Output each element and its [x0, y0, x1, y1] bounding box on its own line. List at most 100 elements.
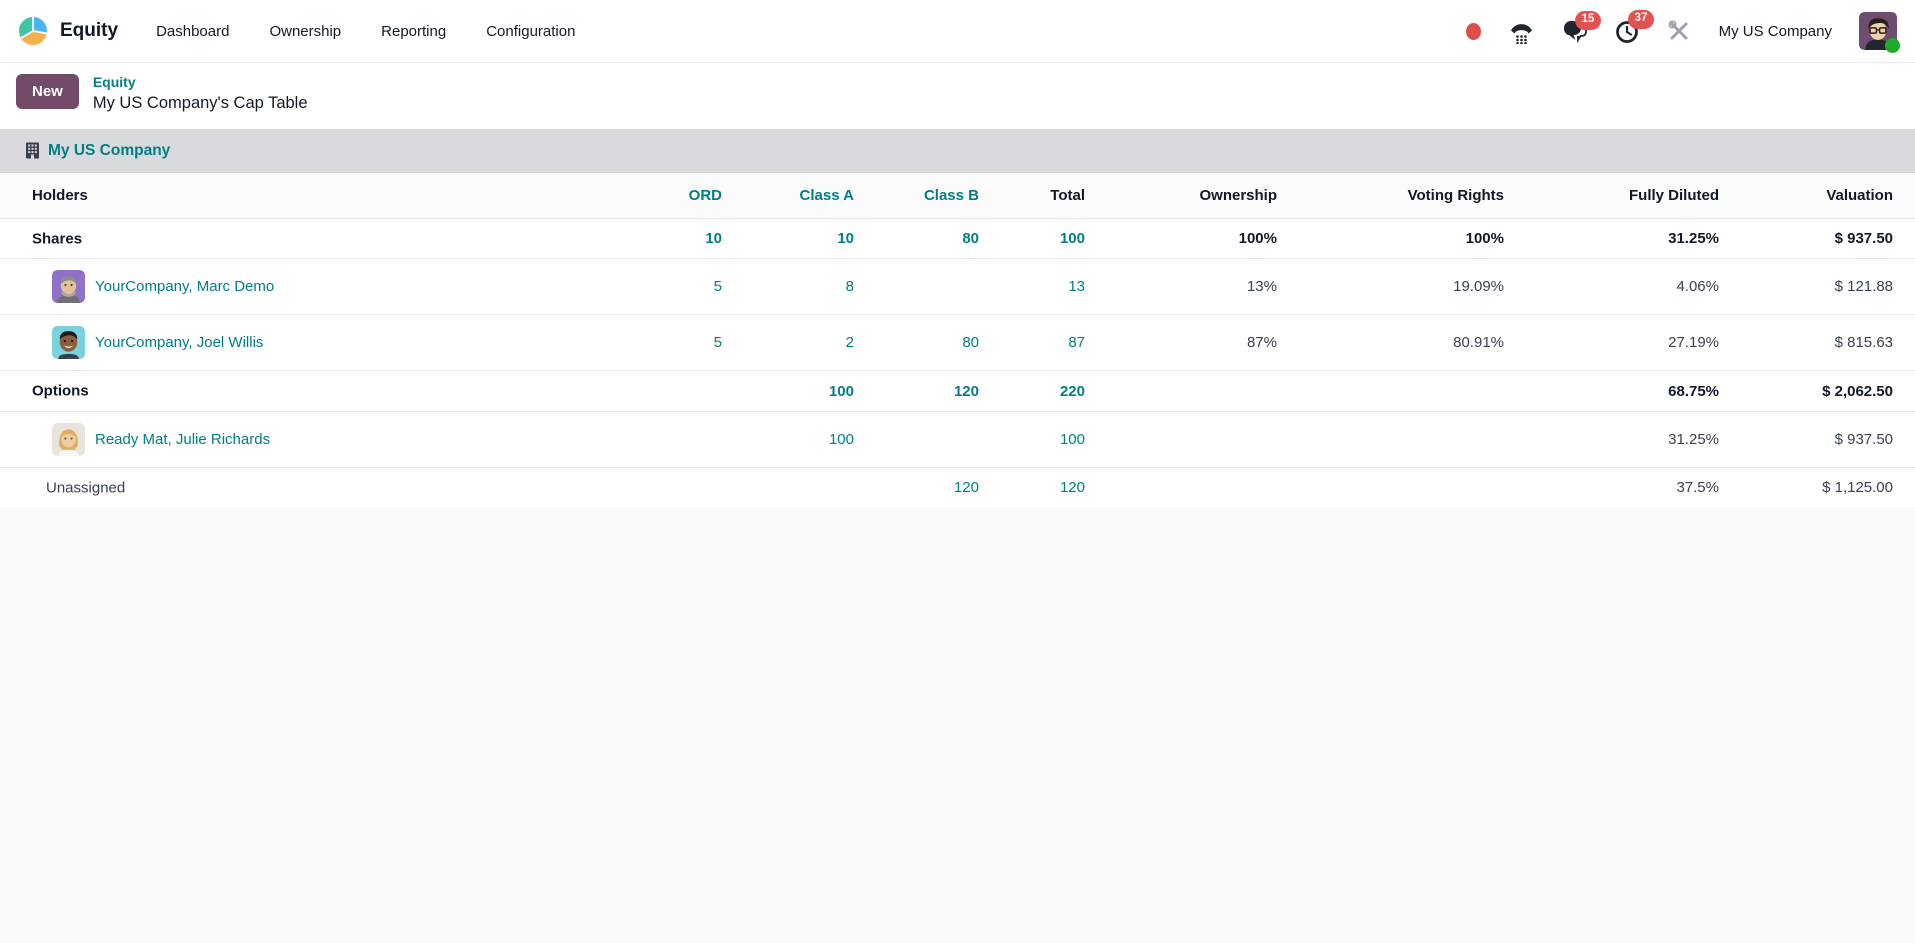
holder-cell: Ready Mat, Julie Richards — [0, 411, 594, 467]
cell-voting-rights — [1277, 371, 1504, 412]
cell-voting-rights: 100% — [1465, 230, 1504, 248]
holder-avatar — [52, 270, 85, 304]
menu-dashboard[interactable]: Dashboard — [156, 22, 230, 40]
menu-ownership[interactable]: Ownership — [269, 22, 342, 40]
breadcrumb-equity-link[interactable]: Equity — [92, 74, 136, 90]
top-navbar: Equity Dashboard Ownership Reporting Con… — [0, 0, 1915, 63]
equity-app-logo-icon[interactable] — [16, 14, 50, 48]
cap-table: Holders ORD Class A Class B Total Owners… — [0, 172, 1915, 508]
menu-configuration[interactable]: Configuration — [486, 22, 576, 40]
cell-total[interactable]: 120 — [1059, 479, 1085, 497]
holder-label[interactable]: YourCompany, Marc Demo — [95, 278, 275, 296]
cell-total[interactable]: 13 — [1068, 278, 1085, 296]
cell-fully-diluted: 4.06% — [1676, 278, 1719, 296]
main-content: My US Company Holders ORD Class A Class … — [0, 128, 1915, 943]
menu-reporting[interactable]: Reporting — [381, 22, 447, 40]
cell-class-b[interactable]: 80 — [962, 230, 979, 248]
col-ownership: Ownership — [1199, 186, 1277, 204]
cell-class-a[interactable]: 10 — [837, 230, 854, 248]
holder-label[interactable]: Ready Mat, Julie Richards — [95, 430, 271, 448]
cell-voting-rights: 19.09% — [1453, 278, 1504, 296]
cell-valuation: $ 1,125.00 — [1822, 479, 1893, 497]
holder-avatar — [52, 326, 85, 360]
company-group-label: My US Company — [48, 141, 171, 159]
cell-class-b[interactable]: 120 — [953, 479, 979, 497]
messages-badge: 15 — [1574, 11, 1602, 30]
cell-total[interactable]: 87 — [1068, 334, 1085, 352]
breadcrumb: Equity My US Company's Cap Table — [93, 74, 308, 114]
cell-voting-rights — [1277, 467, 1504, 507]
table-row: Shares 10 10 80 100 100% 100% 31.25% $ 9… — [0, 218, 1915, 259]
cell-ownership: 100% — [1238, 230, 1277, 248]
new-button[interactable]: New — [16, 74, 79, 109]
col-ord[interactable]: ORD — [688, 186, 722, 204]
developer-tools-icon[interactable] — [1668, 20, 1690, 42]
page-title: My US Company's Cap Table — [92, 93, 308, 112]
table-row: YourCompany, Marc Demo 5 8 13 13% 19.09%… — [0, 258, 1915, 315]
cell-class-a[interactable]: 2 — [845, 334, 854, 352]
cell-total[interactable]: 220 — [1059, 382, 1085, 400]
col-valuation: Valuation — [1826, 186, 1893, 204]
cell-class-a[interactable]: 8 — [845, 278, 854, 296]
building-icon — [25, 142, 40, 159]
cell-ownership — [1085, 371, 1277, 412]
control-panel: New Equity My US Company's Cap Table — [0, 63, 1915, 129]
cell-class-b[interactable] — [854, 411, 979, 467]
cell-ownership: 13% — [1246, 278, 1277, 296]
activities-clock-icon[interactable]: 37 — [1615, 10, 1655, 44]
table-row: Options 100 120 220 68.75% $ 2,062.50 — [0, 370, 1915, 412]
red-dot-icon — [1465, 22, 1481, 40]
holder-cell: Unassigned — [0, 467, 594, 507]
presence-status-icon[interactable] — [1465, 22, 1481, 40]
cell-ownership — [1085, 411, 1277, 467]
cell-ownership: 87% — [1246, 334, 1277, 352]
cell-valuation: $ 937.50 — [1834, 230, 1893, 248]
cell-total[interactable]: 100 — [1059, 230, 1085, 248]
holder-cell: YourCompany, Marc Demo — [0, 259, 594, 315]
holder-cell: Shares — [0, 218, 594, 259]
cell-ord[interactable]: 5 — [713, 278, 722, 296]
cell-valuation: $ 815.63 — [1834, 334, 1893, 352]
holder-label: Shares — [32, 230, 83, 248]
table-row: YourCompany, Joel Willis 5 2 80 87 87% 8… — [0, 314, 1915, 371]
cell-fully-diluted: 37.5% — [1676, 479, 1719, 497]
cell-ord[interactable] — [594, 411, 722, 467]
table-row: Unassigned 120 120 37.5% $ 1,125.00 — [0, 467, 1915, 507]
messages-icon[interactable]: 15 — [1562, 11, 1602, 43]
col-total: Total — [1050, 186, 1085, 204]
voip-phone-icon[interactable] — [1508, 18, 1535, 44]
cell-total[interactable]: 100 — [1059, 430, 1085, 448]
cell-valuation: $ 937.50 — [1834, 430, 1893, 448]
online-status-dot — [1885, 38, 1900, 53]
cell-ownership — [1085, 467, 1277, 507]
holder-label[interactable]: YourCompany, Joel Willis — [95, 334, 264, 352]
cell-class-b[interactable]: 80 — [962, 334, 979, 352]
company-switcher[interactable]: My US Company — [1718, 22, 1832, 40]
cell-voting-rights — [1277, 411, 1504, 467]
col-holders: Holders — [32, 186, 88, 204]
app-name[interactable]: Equity — [60, 20, 119, 41]
col-class-b[interactable]: Class B — [923, 186, 979, 204]
cell-ord[interactable] — [594, 467, 722, 507]
company-group-header[interactable]: My US Company — [0, 128, 1915, 173]
cell-valuation: $ 121.88 — [1834, 278, 1893, 296]
cell-ord[interactable]: 5 — [713, 334, 722, 352]
cell-class-a[interactable]: 100 — [828, 430, 854, 448]
cell-ord[interactable]: 10 — [705, 230, 722, 248]
cell-fully-diluted: 31.25% — [1668, 230, 1719, 248]
cell-class-a[interactable]: 100 — [828, 382, 854, 400]
col-class-a[interactable]: Class A — [799, 186, 854, 204]
col-voting-rights: Voting Rights — [1407, 186, 1504, 204]
cell-class-a[interactable] — [722, 467, 854, 507]
cell-class-b[interactable] — [854, 259, 979, 315]
activities-badge: 37 — [1627, 10, 1655, 29]
user-avatar[interactable] — [1859, 12, 1900, 53]
col-fully-diluted: Fully Diluted — [1629, 186, 1719, 204]
cell-ord[interactable] — [594, 371, 722, 412]
holder-cell: Options — [0, 371, 594, 412]
cell-voting-rights: 80.91% — [1453, 334, 1504, 352]
cell-class-b[interactable]: 120 — [953, 382, 979, 400]
table-row: Ready Mat, Julie Richards 100 100 31.25%… — [0, 411, 1915, 467]
holder-cell: YourCompany, Joel Willis — [0, 315, 594, 371]
cap-table-body: Shares 10 10 80 100 100% 100% 31.25% $ 9… — [0, 218, 1915, 507]
